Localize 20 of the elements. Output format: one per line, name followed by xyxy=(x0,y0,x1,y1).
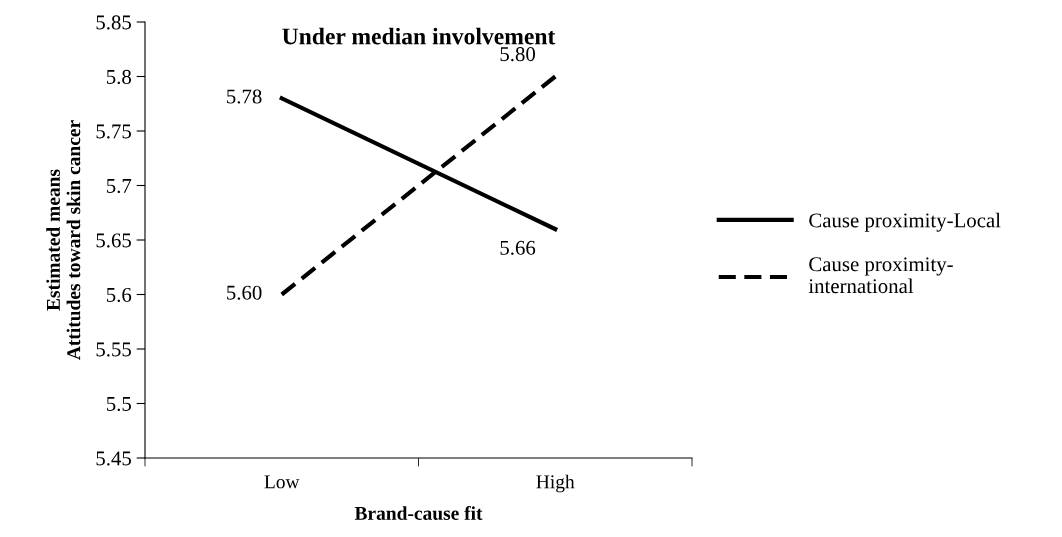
y-tick-label: 5.5 xyxy=(106,397,131,412)
legend-label: Cause proximity- international xyxy=(808,257,953,294)
y-tick-label: 5.65 xyxy=(96,233,131,248)
y-axis-title: Estimated means Attitudes toward skin cancer xyxy=(46,120,81,360)
x-tick-label: High xyxy=(536,474,575,493)
y-tick-label: 5.55 xyxy=(96,342,131,357)
y-tick-label: 5.7 xyxy=(106,179,132,194)
x-tick-label: Low xyxy=(264,475,300,489)
chart-title: Under median involvement xyxy=(282,27,556,45)
data-label: 5.60 xyxy=(227,285,262,300)
data-label: 5.78 xyxy=(227,89,262,104)
data-label: 5.80 xyxy=(500,47,536,62)
y-tick-label: 5.6 xyxy=(106,287,132,303)
y-tick-label: 5.75 xyxy=(96,124,131,139)
y-tick-label: 5.8 xyxy=(106,69,132,85)
y-tick-label: 5.85 xyxy=(96,15,131,30)
data-label: 5.66 xyxy=(500,240,536,255)
y-tick-label: 5.45 xyxy=(96,451,131,466)
x-axis-title: Brand-cause fit xyxy=(354,506,483,520)
legend-label: Cause proximity-Local xyxy=(809,212,1001,232)
